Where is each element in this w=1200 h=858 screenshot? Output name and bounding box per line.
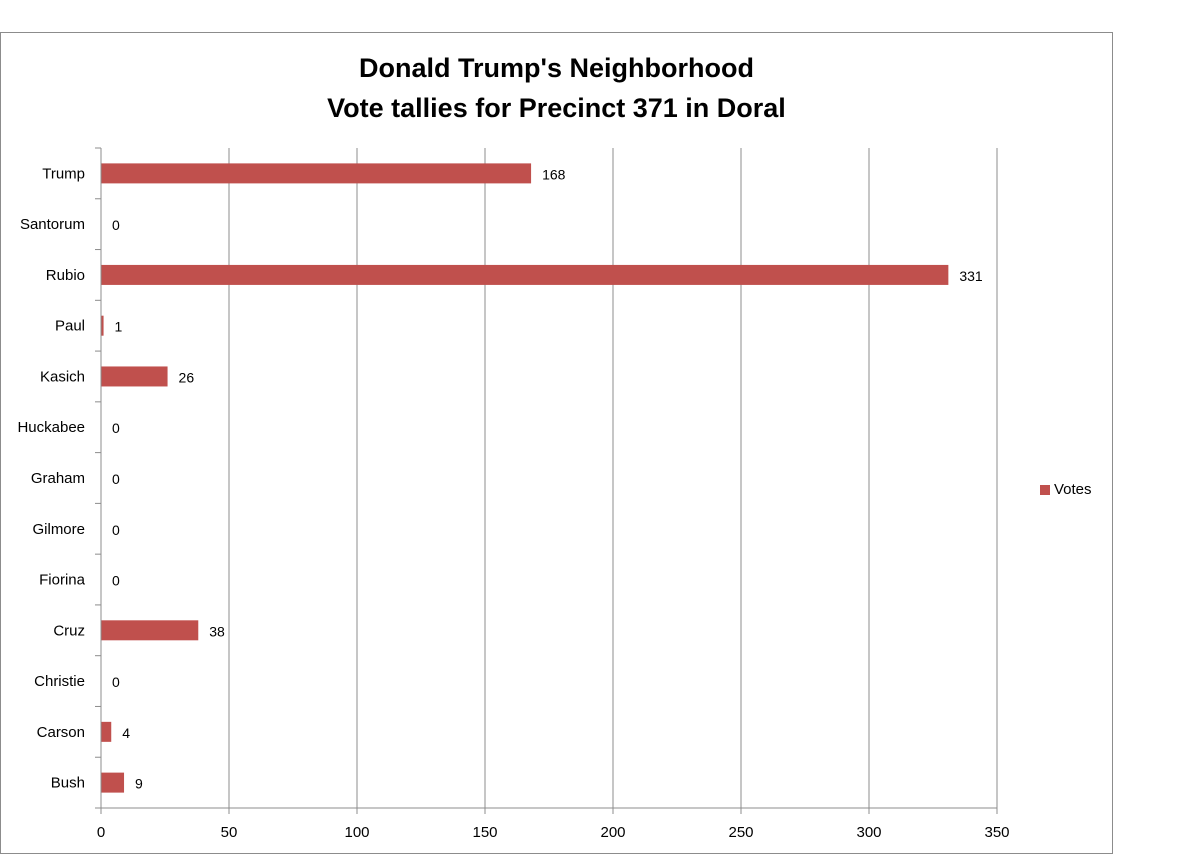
chart-title-block: Donald Trump's Neighborhood Vote tallies…: [0, 48, 1113, 128]
legend: Votes: [1040, 481, 1092, 498]
data-label: 0: [112, 674, 120, 690]
category-label: Gilmore: [32, 521, 85, 538]
x-tick-label: 0: [97, 824, 105, 841]
data-label: 0: [112, 522, 120, 538]
category-label: Rubio: [46, 267, 85, 284]
data-label: 0: [112, 217, 120, 233]
data-label: 4: [122, 725, 130, 741]
x-tick-label: 300: [856, 824, 881, 841]
x-tick-label: 100: [344, 824, 369, 841]
bar-rubio: [101, 264, 949, 285]
chart-title: Donald Trump's Neighborhood: [359, 53, 754, 83]
x-tick-label: 50: [221, 824, 238, 841]
data-label: 0: [112, 471, 120, 487]
bar-paul: [101, 315, 104, 336]
bar-bush: [101, 772, 125, 793]
data-label: 168: [542, 166, 566, 182]
category-label: Graham: [31, 470, 85, 487]
legend-label: Votes: [1054, 481, 1092, 498]
bar-trump: [101, 163, 532, 184]
chart-subtitle: Vote tallies for Precinct 371 in Doral: [327, 93, 786, 123]
category-label: Kasich: [40, 368, 85, 385]
data-label: 26: [179, 369, 195, 385]
x-tick-label: 250: [728, 824, 753, 841]
category-label: Christie: [34, 673, 85, 690]
data-label: 0: [112, 573, 120, 589]
data-label: 331: [959, 268, 983, 284]
category-label: Cruz: [53, 622, 85, 639]
category-label: Huckabee: [17, 419, 85, 436]
x-tick-label: 200: [600, 824, 625, 841]
category-label: Carson: [37, 724, 85, 741]
data-label: 9: [135, 776, 143, 792]
data-label: 0: [112, 420, 120, 436]
category-label: Santorum: [20, 216, 85, 233]
data-label: 38: [209, 623, 225, 639]
x-tick-label: 350: [984, 824, 1009, 841]
legend-swatch: [1040, 484, 1050, 495]
bar-cruz: [101, 620, 199, 641]
data-label: 1: [115, 319, 123, 335]
bar-kasich: [101, 366, 168, 387]
category-label: Fiorina: [39, 572, 86, 589]
bar-carson: [101, 721, 112, 742]
x-tick-label: 150: [472, 824, 497, 841]
category-label: Bush: [51, 775, 85, 792]
category-label: Paul: [55, 318, 85, 335]
category-label: Trump: [42, 165, 85, 182]
